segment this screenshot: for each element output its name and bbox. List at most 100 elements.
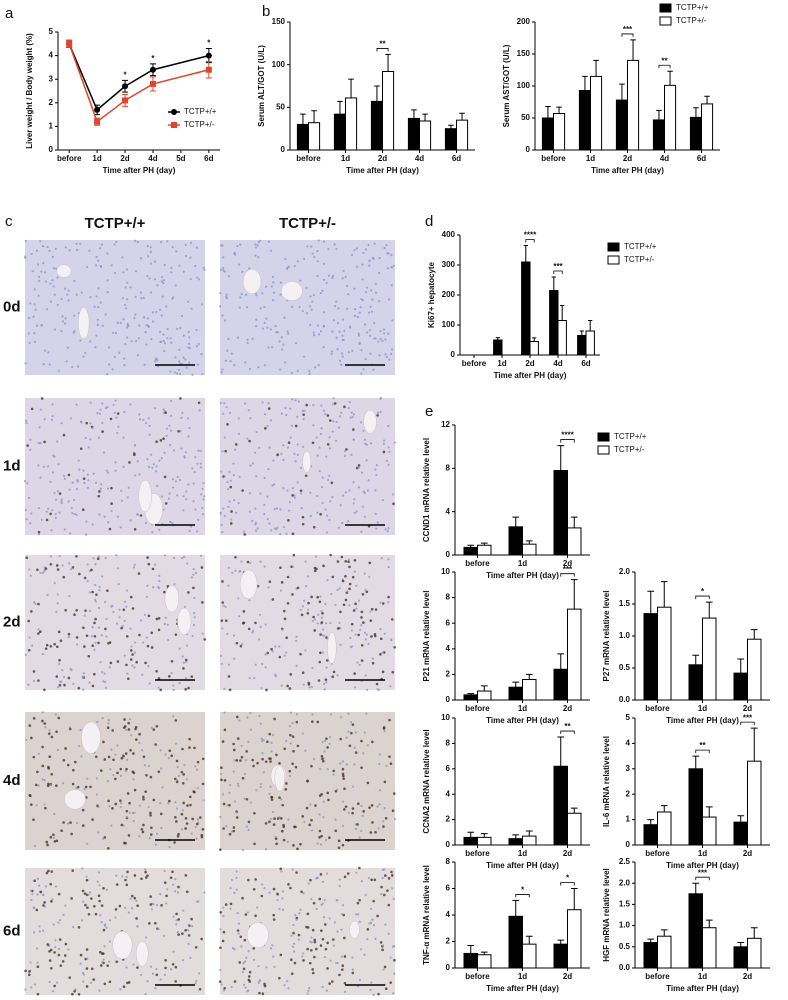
nucleus — [52, 836, 55, 839]
nucleus — [255, 430, 258, 434]
nucleus — [53, 491, 56, 495]
nucleus — [365, 590, 369, 594]
nucleus — [389, 981, 392, 984]
tissue — [25, 240, 205, 375]
nucleus — [350, 411, 353, 414]
nucleus — [221, 314, 224, 317]
nucleus — [323, 923, 327, 926]
nucleus — [95, 295, 98, 298]
nucleus — [284, 406, 287, 410]
y-tick-label: 2 — [446, 670, 451, 679]
nucleus — [70, 897, 73, 900]
nucleus — [132, 819, 135, 823]
nucleus — [381, 602, 385, 605]
nucleus — [87, 893, 90, 896]
nucleus — [375, 464, 378, 467]
nucleus — [366, 688, 369, 691]
nucleus — [339, 716, 343, 719]
nucleus — [289, 742, 292, 745]
nucleus — [234, 569, 237, 572]
nucleus — [27, 619, 30, 623]
y-tick-label: 1 — [626, 815, 631, 824]
nucleus — [218, 980, 222, 983]
y-tick-label: 2.0 — [619, 878, 631, 887]
nucleus — [295, 713, 299, 716]
nucleus — [116, 515, 119, 518]
nucleus — [265, 317, 268, 320]
nucleus — [104, 600, 107, 604]
nucleus — [62, 821, 65, 824]
y-tick-label: 0 — [446, 840, 451, 849]
significance-bracket — [621, 33, 634, 37]
nucleus — [193, 596, 196, 600]
nucleus — [322, 278, 326, 281]
error-bar — [570, 516, 578, 528]
nucleus — [157, 616, 161, 620]
nucleus — [233, 364, 236, 367]
nucleus — [291, 735, 295, 738]
bar — [463, 952, 478, 969]
nucleus — [149, 262, 153, 265]
nucleus — [97, 641, 100, 645]
nucleus — [349, 636, 352, 640]
nucleus — [147, 325, 151, 329]
nucleus — [374, 337, 377, 340]
nucleus — [192, 790, 196, 793]
nucleus — [306, 992, 309, 995]
nucleus — [94, 912, 98, 916]
nucleus — [253, 842, 256, 846]
nucleus — [305, 585, 308, 588]
nucleus — [131, 653, 134, 656]
nucleus — [191, 373, 194, 376]
nucleus — [54, 512, 57, 516]
nucleus — [64, 608, 67, 612]
nucleus — [178, 362, 182, 365]
nucleus — [66, 346, 69, 349]
nucleus — [81, 808, 85, 812]
nucleus — [104, 627, 107, 631]
nucleus — [326, 768, 329, 771]
y-tick-label: 6 — [446, 618, 451, 627]
nucleus — [165, 434, 168, 438]
nucleus — [150, 908, 153, 911]
nucleus — [356, 913, 360, 916]
nucleus — [83, 892, 87, 895]
nucleus — [184, 451, 187, 454]
nucleus — [367, 876, 370, 880]
nucleus — [136, 966, 139, 969]
nucleus — [308, 372, 311, 375]
bar — [657, 935, 672, 969]
nucleus — [391, 319, 394, 322]
nucleus — [263, 476, 266, 480]
nucleus — [123, 619, 126, 622]
nucleus — [279, 817, 283, 820]
nucleus — [230, 510, 233, 513]
nucleus — [294, 825, 297, 829]
nucleus — [368, 264, 371, 267]
nucleus — [64, 942, 68, 946]
nucleus — [358, 342, 361, 345]
bar — [688, 768, 703, 846]
nucleus — [295, 639, 298, 643]
nucleus — [187, 934, 191, 937]
nucleus — [95, 264, 98, 267]
nucleus — [380, 557, 383, 560]
nucleus — [192, 623, 196, 627]
nucleus — [30, 986, 33, 989]
nucleus — [194, 982, 197, 985]
x-tick-label: before — [462, 359, 487, 368]
nucleus — [127, 911, 130, 914]
nucleus — [291, 945, 295, 948]
nucleus — [50, 870, 53, 873]
nucleus — [227, 566, 230, 569]
nucleus — [97, 494, 101, 498]
legend-label: TCTP+/- — [624, 255, 655, 264]
nucleus — [175, 780, 179, 784]
nucleus — [186, 928, 190, 932]
significance: *** — [563, 565, 573, 574]
nucleus — [360, 610, 364, 614]
nucleus — [235, 715, 239, 719]
nucleus — [390, 284, 393, 287]
nucleus — [36, 965, 40, 969]
nucleus — [370, 635, 373, 638]
